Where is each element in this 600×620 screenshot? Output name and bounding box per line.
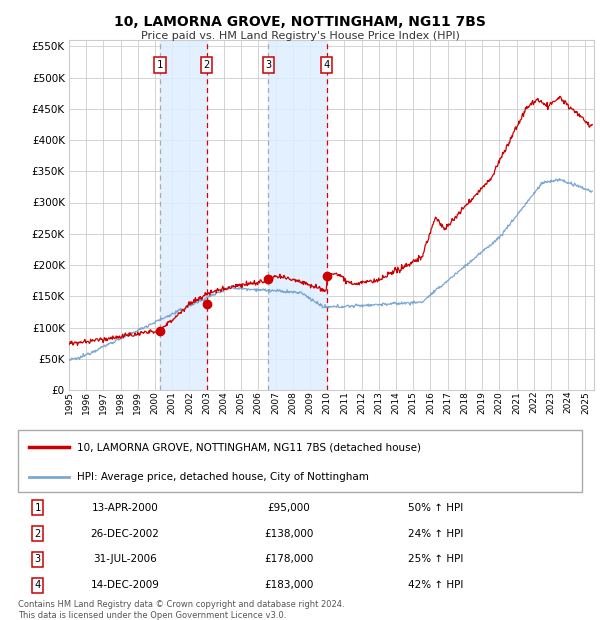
Text: £138,000: £138,000	[264, 529, 313, 539]
Text: 2008: 2008	[288, 391, 297, 414]
Text: 2012: 2012	[357, 391, 366, 414]
Text: 1998: 1998	[116, 391, 125, 414]
Text: 2: 2	[35, 529, 41, 539]
Text: £178,000: £178,000	[264, 554, 313, 564]
Text: 3: 3	[265, 60, 271, 70]
Text: 2025: 2025	[581, 391, 590, 414]
Text: 1999: 1999	[133, 391, 142, 414]
Text: 2018: 2018	[460, 391, 469, 414]
Text: 4: 4	[35, 580, 41, 590]
Text: Price paid vs. HM Land Registry's House Price Index (HPI): Price paid vs. HM Land Registry's House …	[140, 31, 460, 41]
Text: 1995: 1995	[65, 391, 74, 414]
Text: 10, LAMORNA GROVE, NOTTINGHAM, NG11 7BS: 10, LAMORNA GROVE, NOTTINGHAM, NG11 7BS	[114, 16, 486, 30]
Bar	[268, 40, 326, 390]
Text: 2014: 2014	[392, 391, 401, 414]
Text: £183,000: £183,000	[264, 580, 313, 590]
Text: 25% ↑ HPI: 25% ↑ HPI	[407, 554, 463, 564]
Text: 1997: 1997	[99, 391, 108, 414]
Text: 2016: 2016	[426, 391, 435, 414]
Text: 2021: 2021	[512, 391, 521, 414]
Text: 2024: 2024	[563, 391, 572, 414]
Text: £95,000: £95,000	[268, 503, 310, 513]
Text: 1996: 1996	[82, 391, 91, 414]
Text: 2011: 2011	[340, 391, 349, 414]
Text: 2006: 2006	[254, 391, 263, 414]
Text: 2003: 2003	[202, 391, 211, 414]
Text: 2007: 2007	[271, 391, 280, 414]
Text: 42% ↑ HPI: 42% ↑ HPI	[407, 580, 463, 590]
Text: 26-DEC-2002: 26-DEC-2002	[91, 529, 160, 539]
Text: 1: 1	[157, 60, 163, 70]
Text: 13-APR-2000: 13-APR-2000	[92, 503, 158, 513]
Text: 10, LAMORNA GROVE, NOTTINGHAM, NG11 7BS (detached house): 10, LAMORNA GROVE, NOTTINGHAM, NG11 7BS …	[77, 442, 421, 453]
Text: 2020: 2020	[495, 391, 504, 414]
Text: Contains HM Land Registry data © Crown copyright and database right 2024.
This d: Contains HM Land Registry data © Crown c…	[18, 600, 344, 620]
Text: 1: 1	[35, 503, 41, 513]
Text: 31-JUL-2006: 31-JUL-2006	[93, 554, 157, 564]
Text: 2019: 2019	[478, 391, 487, 414]
Text: 2002: 2002	[185, 391, 194, 414]
Text: 2017: 2017	[443, 391, 452, 414]
Text: HPI: Average price, detached house, City of Nottingham: HPI: Average price, detached house, City…	[77, 471, 369, 482]
Text: 50% ↑ HPI: 50% ↑ HPI	[408, 503, 463, 513]
Text: 2005: 2005	[236, 391, 245, 414]
Text: 2: 2	[203, 60, 209, 70]
Text: 2015: 2015	[409, 391, 418, 414]
Text: 2000: 2000	[151, 391, 160, 414]
Bar	[160, 40, 206, 390]
Text: 2022: 2022	[529, 391, 538, 414]
Text: 2009: 2009	[305, 391, 314, 414]
Text: 2013: 2013	[374, 391, 383, 414]
Text: 14-DEC-2009: 14-DEC-2009	[91, 580, 160, 590]
Text: 2023: 2023	[547, 391, 556, 414]
Text: 4: 4	[323, 60, 329, 70]
Text: 2010: 2010	[323, 391, 332, 414]
Text: 24% ↑ HPI: 24% ↑ HPI	[407, 529, 463, 539]
Text: 2001: 2001	[168, 391, 177, 414]
Text: 3: 3	[35, 554, 41, 564]
Text: 2004: 2004	[220, 391, 229, 414]
